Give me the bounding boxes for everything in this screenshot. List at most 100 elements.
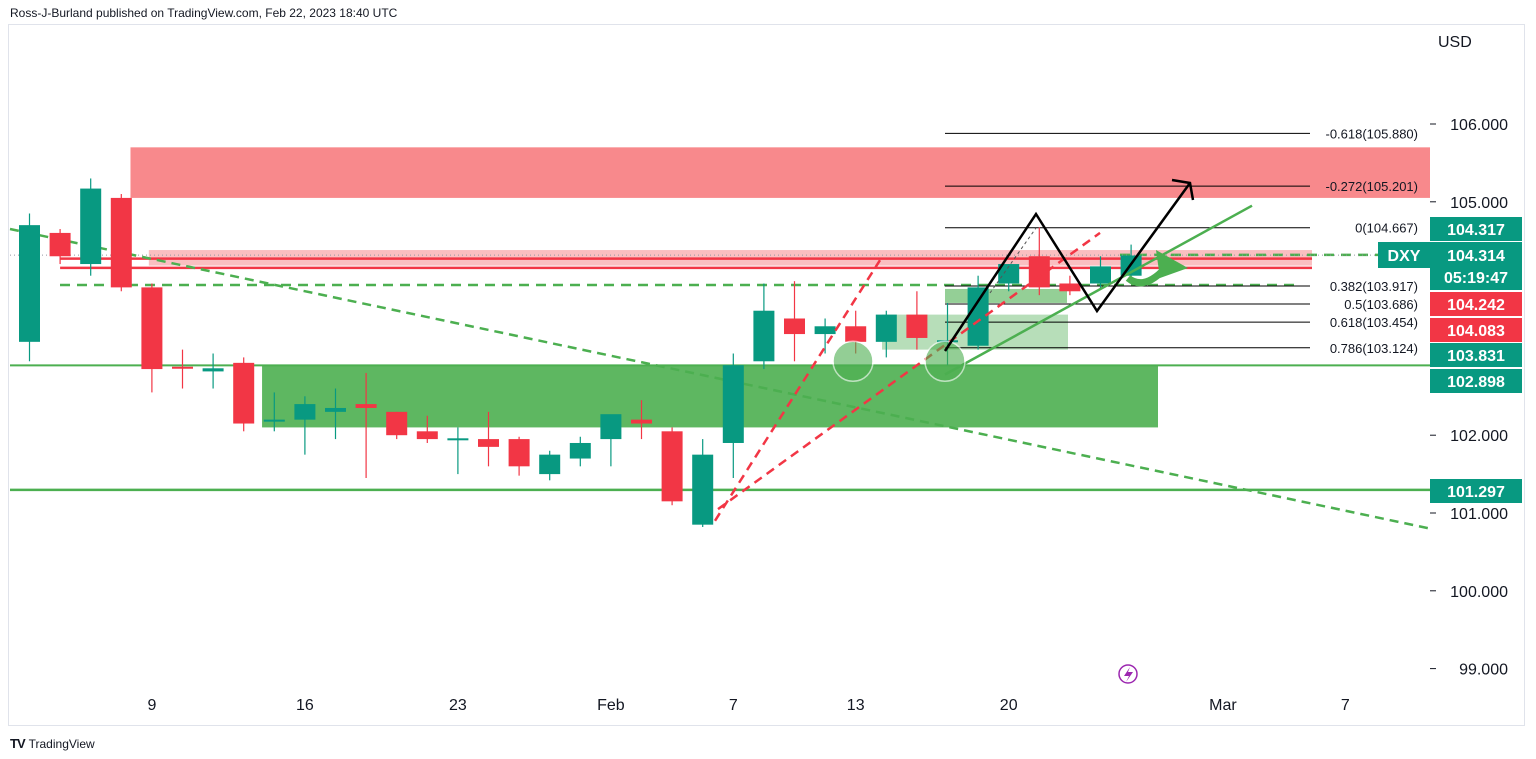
price-badges-layer: 104.317 DXY 104.314 05:19:47 104.242 104.083 1… <box>1378 217 1522 503</box>
tradingview-footer[interactable]: TV TradingView <box>10 736 95 751</box>
last-price-label: 104.314 <box>1447 248 1505 265</box>
projection-guide <box>989 227 1037 294</box>
candle-body <box>845 326 867 342</box>
y-tick-label: 101.000 <box>1450 506 1508 523</box>
candle-body <box>875 314 897 342</box>
candle-body <box>19 225 40 342</box>
candle-body <box>263 419 285 422</box>
fib-label: 0.382(103.917) <box>1330 279 1418 294</box>
candle-body <box>172 366 193 369</box>
candle-body <box>784 318 805 335</box>
x-tick-label: 7 <box>1341 697 1350 714</box>
lightning-icon <box>1118 664 1138 684</box>
candle-body <box>416 431 438 440</box>
price-badge <box>1430 217 1522 241</box>
candle-body <box>569 442 591 459</box>
x-tick-label: 9 <box>147 697 156 714</box>
candle-body <box>233 362 255 424</box>
x-tick-label: 23 <box>449 697 467 714</box>
y-tick-label: 106.000 <box>1450 117 1508 134</box>
candle-body <box>141 287 163 370</box>
candle-body <box>508 439 530 467</box>
price-badge-label: 103.831 <box>1447 348 1505 365</box>
y-tick-label: 102.000 <box>1450 428 1508 445</box>
candle-body <box>967 287 989 346</box>
price-badge-label: 101.297 <box>1447 484 1505 501</box>
candle-body <box>661 431 683 502</box>
candle-body <box>814 326 836 335</box>
supply-zone <box>130 147 1431 198</box>
candles-layer <box>19 178 1142 528</box>
fib-label: 0.786(103.124) <box>1330 341 1418 356</box>
candle-body <box>110 197 132 288</box>
candle-body <box>202 368 224 372</box>
price-badge-label: 104.242 <box>1447 297 1505 314</box>
descending-trendline <box>9 227 1431 530</box>
price-badge <box>1430 343 1522 367</box>
channel-line-upper <box>717 231 1101 511</box>
y-tick-label: 105.000 <box>1450 195 1508 212</box>
zones-layer <box>130 147 1431 428</box>
x-tick-label: 16 <box>296 697 314 714</box>
x-tick-label: Mar <box>1209 697 1237 714</box>
fib-label: 0.618(103.454) <box>1330 315 1418 330</box>
y-tick-label: 99.000 <box>1459 662 1508 679</box>
candle-body <box>355 404 377 408</box>
candle-body <box>1090 266 1111 284</box>
tradingview-wordmark: TradingView <box>28 736 95 751</box>
candle-body <box>722 365 744 443</box>
touch-circle <box>832 340 874 383</box>
price-badge-label: 104.083 <box>1447 323 1505 340</box>
y-tick-label: 100.000 <box>1450 584 1508 601</box>
fib-label: -0.272(105.201) <box>1325 179 1418 194</box>
price-badge <box>1430 292 1522 316</box>
x-tick-label: 13 <box>847 697 865 714</box>
candle-body <box>631 419 652 424</box>
last-price-badge <box>1430 242 1522 290</box>
candle-body <box>294 404 316 420</box>
projection-zigzag <box>943 182 1192 352</box>
fib-label: 0.5(103.686) <box>1344 297 1418 312</box>
annotations-layer <box>713 178 1253 522</box>
lightning-bolt-icon <box>1124 667 1133 682</box>
price-badge <box>1430 369 1522 393</box>
x-tick-label: Feb <box>597 697 625 714</box>
candle-body <box>80 188 102 265</box>
channel-line-lower <box>713 259 882 522</box>
candle-body <box>478 439 499 447</box>
candle-body <box>998 264 1020 284</box>
tradingview-logo-icon: TV <box>10 736 26 751</box>
symbol-label: DXY <box>1388 248 1421 265</box>
rising-trendline <box>944 204 1253 376</box>
projection-arrowhead <box>1171 178 1195 201</box>
publish-header: Ross-J-Burland published on TradingView.… <box>10 6 398 20</box>
time-axis-layer: 9 16 23 Feb 7 13 20 Mar 7 <box>147 664 1350 714</box>
chart-frame <box>8 24 1525 726</box>
curved-arrow-head-icon <box>1156 250 1188 278</box>
candle-body <box>906 314 928 338</box>
candle-body <box>447 438 469 441</box>
candle-body <box>49 232 71 257</box>
x-tick-label: 7 <box>729 697 738 714</box>
candle-body <box>600 414 622 440</box>
symbol-badge <box>1378 242 1430 268</box>
candle-body <box>753 310 775 362</box>
candle-body <box>386 411 408 436</box>
candlestick-chart[interactable]: -0.618(105.880) -0.272(105.201) 0(104.667)… <box>0 0 1536 730</box>
price-axis-layer: 106.000 105.000 102.000 101.000 100.000 99.00… <box>1430 34 1508 679</box>
price-badge-label: 104.317 <box>1447 222 1505 239</box>
minor-demand-zone-top <box>945 288 1067 303</box>
x-tick-label: 20 <box>1000 697 1018 714</box>
candle-body <box>692 454 714 525</box>
fib-label: -0.618(105.880) <box>1325 126 1418 141</box>
countdown-label: 05:19:47 <box>1444 270 1508 287</box>
candle-body <box>1059 283 1081 292</box>
demand-zone <box>262 365 1158 428</box>
currency-label: USD <box>1438 34 1472 51</box>
candle-body <box>539 454 561 475</box>
touch-circle <box>924 340 966 383</box>
fib-label: 0(104.667) <box>1355 221 1418 236</box>
candle-body <box>325 407 346 412</box>
price-badge <box>1430 318 1522 342</box>
price-badge-label: 102.898 <box>1447 374 1505 391</box>
